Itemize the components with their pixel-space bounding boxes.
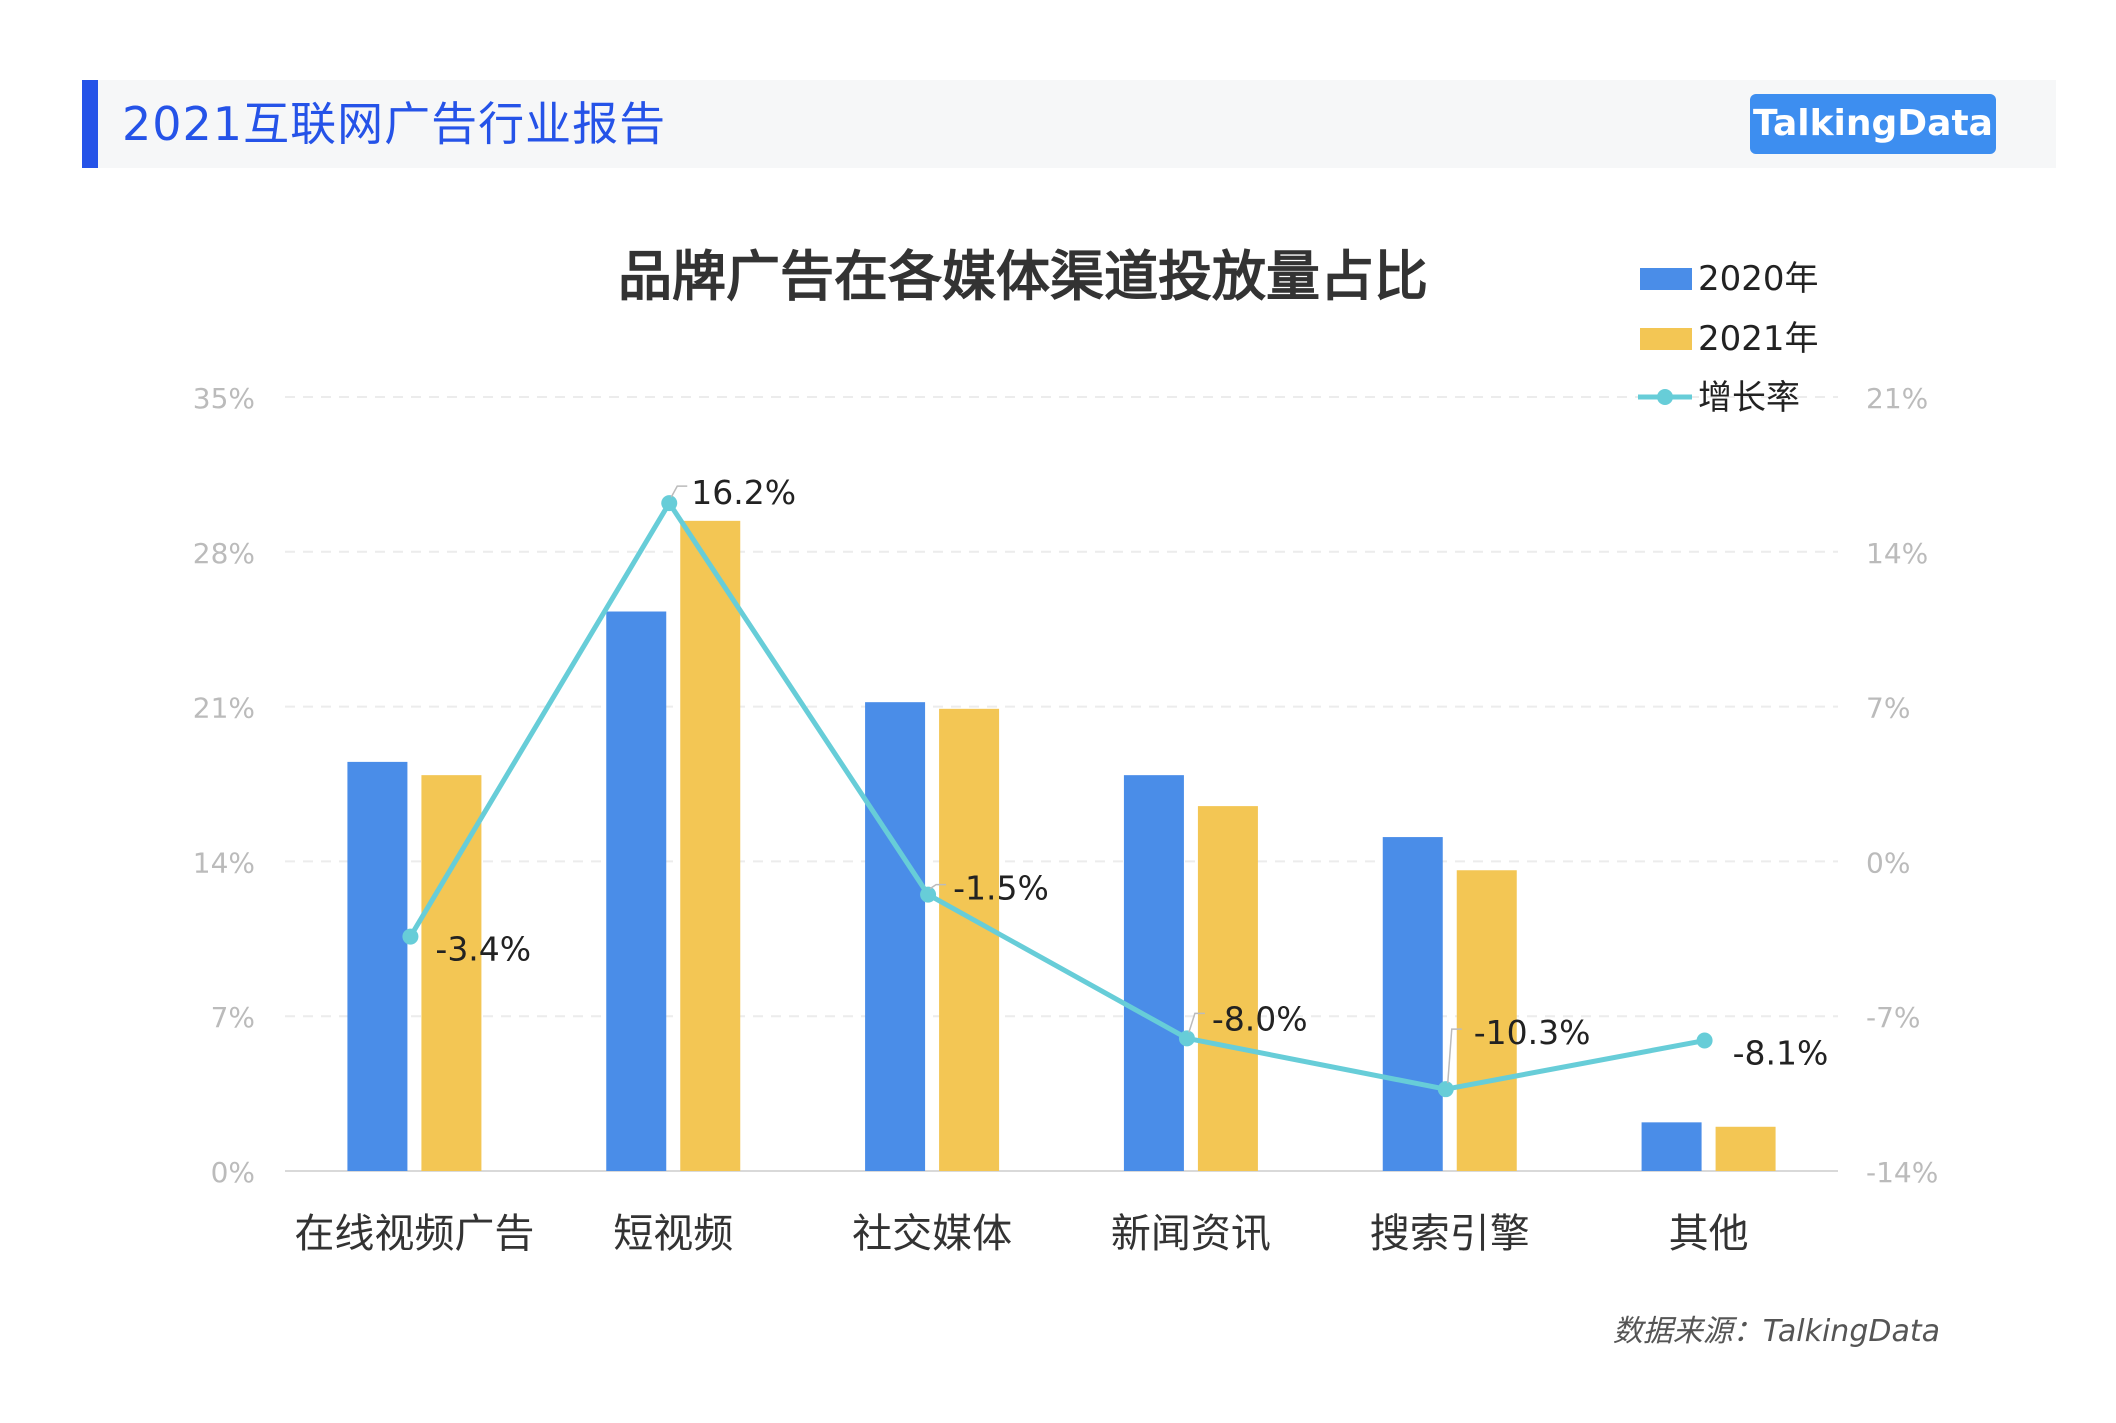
bar-2020 <box>1123 775 1184 1171</box>
y-left-tick-label: 35% <box>193 382 255 415</box>
growth-rate-point <box>1696 1032 1713 1049</box>
label-leader-line <box>929 883 947 890</box>
x-category-label: 短视频 <box>613 1211 733 1257</box>
legend-marker-growth <box>1657 389 1673 405</box>
y-right-tick-label: 21% <box>1866 382 1928 415</box>
growth-rate-point <box>920 886 937 903</box>
legend-swatch-2020 <box>1640 268 1692 290</box>
source-note: 数据来源：TalkingData <box>1612 1314 1940 1349</box>
y-left-tick-label: 14% <box>193 846 255 879</box>
y-left-tick-label: 21% <box>193 692 255 725</box>
bar-2021 <box>1197 806 1258 1171</box>
x-category-label: 搜索引擎 <box>1370 1211 1530 1257</box>
y-right-tick-label: -14% <box>1866 1156 1938 1189</box>
growth-rate-point <box>402 928 419 945</box>
legend-label-2021: 2021年 <box>1698 319 1819 359</box>
x-category-label: 在线视频广告 <box>294 1211 534 1257</box>
x-category-label: 其他 <box>1669 1211 1749 1257</box>
header-accent-bar <box>82 80 98 168</box>
x-category-label: 新闻资讯 <box>1111 1211 1271 1257</box>
chart-title: 品牌广告在各媒体渠道投放量占比 <box>618 245 1428 308</box>
growth-rate-label: -8.0% <box>1212 999 1308 1038</box>
y-left-tick-label: 7% <box>211 1001 255 1034</box>
report-title: 2021互联网广告行业报告 <box>122 97 667 151</box>
bar-2020 <box>606 611 667 1171</box>
growth-rate-label: -8.1% <box>1733 1034 1829 1073</box>
legend-swatch-2021 <box>1640 328 1692 350</box>
growth-rate-label: -10.3% <box>1474 1013 1591 1052</box>
growth-rate-point <box>1437 1081 1454 1098</box>
label-leader-line <box>1188 1012 1205 1033</box>
bar-2020 <box>1641 1122 1702 1171</box>
y-right-tick-label: -7% <box>1866 1001 1921 1034</box>
bar-2020 <box>347 761 408 1171</box>
growth-rate-point <box>1178 1030 1195 1047</box>
y-right-tick-label: 0% <box>1866 846 1910 879</box>
growth-rate-label: -1.5% <box>953 869 1049 908</box>
x-category-label: 社交媒体 <box>852 1211 1012 1257</box>
legend-label-2020: 2020年 <box>1698 259 1819 299</box>
y-right-tick-label: 14% <box>1866 537 1928 570</box>
report-header: 2021互联网广告行业报告 TalkingData <box>82 80 2056 168</box>
y-right-tick-label: 7% <box>1866 692 1910 725</box>
growth-rate-line <box>408 500 1706 1092</box>
growth-rate-label: 16.2% <box>691 473 796 512</box>
y-left-tick-label: 28% <box>193 537 255 570</box>
bar-2020 <box>865 702 926 1171</box>
bar-2021 <box>421 775 482 1171</box>
growth-rate-point <box>661 495 678 512</box>
y-left-tick-label: 0% <box>211 1156 255 1189</box>
brand-logo: TalkingData <box>1750 94 1996 154</box>
legend-label-growth: 增长率 <box>1698 378 1800 418</box>
growth-rate-label: -3.4% <box>435 930 531 969</box>
label-leader-line <box>1447 1028 1462 1084</box>
bar-2021 <box>680 520 741 1171</box>
bar-2021 <box>1456 870 1517 1171</box>
label-leader-line <box>670 485 688 498</box>
bar-2021 <box>939 708 1000 1171</box>
bar-2020 <box>1382 837 1443 1171</box>
bar-2021 <box>1715 1126 1776 1171</box>
